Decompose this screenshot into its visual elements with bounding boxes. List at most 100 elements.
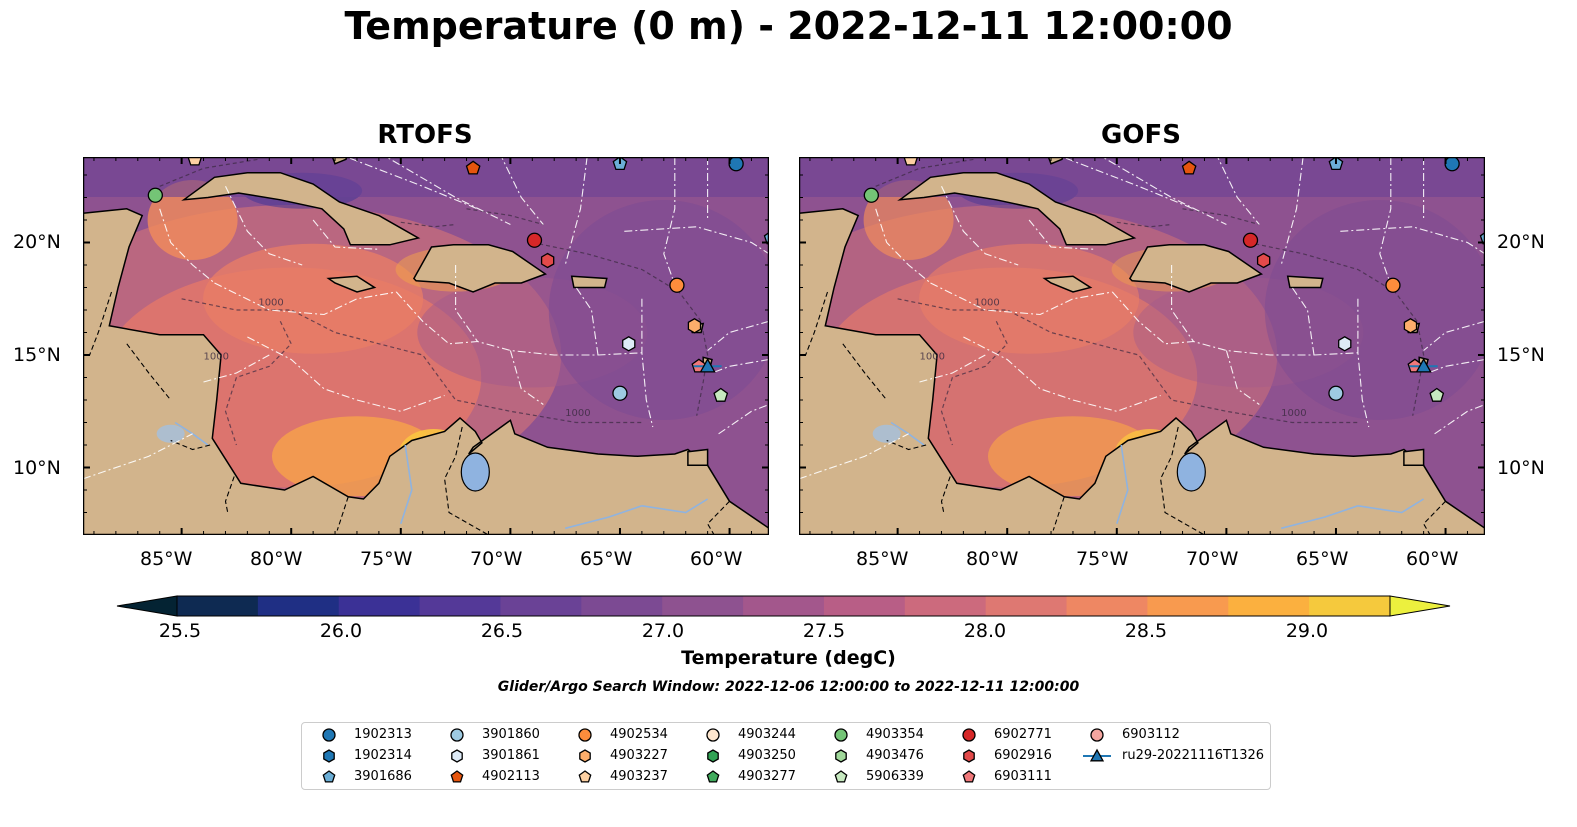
legend: 1902313 1902314 3901686 3901860 3901861 49021… xyxy=(301,722,1271,790)
river-line xyxy=(1281,505,1359,530)
lon-label-85w-right: 85°W xyxy=(856,548,909,570)
platform-marker xyxy=(1328,385,1344,401)
colorbar-segment xyxy=(500,596,582,616)
legend-marker xyxy=(834,770,848,783)
platform-marker xyxy=(1385,277,1401,293)
colorbar-segment xyxy=(743,596,825,616)
lake-nicaragua xyxy=(872,424,901,443)
country-border xyxy=(336,496,349,531)
temperature-field-patch xyxy=(1133,277,1364,388)
colorbar-segment xyxy=(257,596,340,616)
colorbar-tick-label: 28.5 xyxy=(1124,620,1168,642)
legend-marker xyxy=(579,749,591,763)
depth-contour-1000m xyxy=(224,321,292,446)
temperature-field-patch xyxy=(83,157,769,197)
legend-marker-icon xyxy=(578,728,592,742)
eez-boundary xyxy=(214,282,397,316)
colorbar xyxy=(116,595,1451,617)
eez-boundary xyxy=(564,157,588,266)
legend-marker xyxy=(706,770,720,783)
map-panel-rtofs: 1000 1000 1000 xyxy=(83,157,769,535)
lat-label-10n-right: 10°N xyxy=(1497,457,1545,479)
eez-boundary xyxy=(203,354,270,383)
platform-marker xyxy=(1181,160,1197,175)
legend-marker xyxy=(323,749,335,763)
legend-marker xyxy=(578,770,592,783)
legend-marker-icon xyxy=(706,770,720,783)
depth-contour-1000m xyxy=(532,241,709,416)
contour-label: 1000 xyxy=(974,298,999,309)
eez-boundary xyxy=(1061,157,1194,210)
platform-marker xyxy=(1338,336,1352,352)
legend-marker xyxy=(834,728,848,742)
trinidad-landmass xyxy=(687,448,709,467)
platform-marker xyxy=(669,277,685,293)
legend-label: 4903237 xyxy=(610,769,668,784)
platform-marker xyxy=(465,160,481,175)
lat-label-15n-left: 15°N xyxy=(13,344,61,366)
river-line xyxy=(1116,444,1129,525)
map-panel-gofs: 1000 1000 1000 xyxy=(799,157,1485,535)
platform-marker xyxy=(713,387,729,402)
eez-boundary xyxy=(799,433,909,480)
lon-label-85w-left: 85°W xyxy=(140,548,193,570)
platform-marker xyxy=(1415,357,1432,373)
legend-label: 4903277 xyxy=(738,769,796,784)
contour-label: 1000 xyxy=(565,408,590,419)
legend-marker xyxy=(451,749,463,763)
colorbar-segment xyxy=(1309,596,1391,616)
country-border xyxy=(805,291,829,356)
map-frame xyxy=(799,157,1485,535)
legend-marker-icon xyxy=(962,770,976,783)
eez-boundary xyxy=(395,291,642,356)
legend-label: 6902771 xyxy=(994,727,1052,742)
eez-boundary xyxy=(509,350,544,405)
eez-boundary xyxy=(1111,291,1358,356)
eez-boundary xyxy=(930,282,1113,316)
yucatan-central-america-landmass xyxy=(83,157,769,535)
legend-marker xyxy=(962,728,976,742)
legend-marker-icon xyxy=(322,770,336,783)
eez-boundary xyxy=(1101,157,1227,225)
legend-marker xyxy=(322,728,336,742)
colorbar-segment xyxy=(338,596,421,616)
legend-marker-icon xyxy=(1090,728,1104,742)
legend-marker-icon xyxy=(834,728,848,742)
lon-label-60w-left: 60°W xyxy=(690,548,743,570)
colorbar-tick-label: 29.0 xyxy=(1285,620,1329,642)
depth-contour-1000m xyxy=(466,208,544,226)
bahamas-landmass xyxy=(1047,157,1064,165)
colorbar-segment xyxy=(1066,596,1148,616)
legend-marker xyxy=(835,749,847,763)
depth-contour-1000m xyxy=(897,298,1358,424)
temperature-field-patch xyxy=(919,243,1140,354)
eez-boundary xyxy=(1280,157,1304,266)
legend-marker-icon xyxy=(834,770,848,783)
platform-marker xyxy=(612,385,628,401)
platform-marker xyxy=(540,252,555,269)
lon-label-80w-left: 80°W xyxy=(250,548,303,570)
eez-boundary xyxy=(1423,320,1485,351)
legend-label: 4903354 xyxy=(866,727,924,742)
lon-label-65w-left: 65°W xyxy=(580,548,633,570)
contour-label: 1000 xyxy=(1281,408,1306,419)
eez-boundary xyxy=(225,186,303,266)
temperature-field-patch xyxy=(799,157,1485,197)
legend-marker-icon xyxy=(1083,748,1111,762)
country-border xyxy=(1422,500,1446,535)
panel-title-gofs: GOFS xyxy=(1101,120,1181,150)
colorbar-segment xyxy=(177,596,259,616)
country-border xyxy=(170,439,211,451)
eez-boundary xyxy=(919,354,986,383)
legend-label: 4903476 xyxy=(866,748,924,763)
eez-boundary xyxy=(385,157,511,225)
contour-label: 1000 xyxy=(204,352,229,363)
depth-contour-1000m xyxy=(1182,208,1260,226)
colorbar-segment xyxy=(662,596,744,616)
platform-marker xyxy=(728,157,744,172)
eez-boundary xyxy=(83,433,193,480)
lon-label-70w-right: 70°W xyxy=(1186,548,1239,570)
country-border xyxy=(842,343,888,401)
eez-boundary xyxy=(1028,219,1095,250)
colorbar-tick-label: 27.0 xyxy=(641,620,685,642)
